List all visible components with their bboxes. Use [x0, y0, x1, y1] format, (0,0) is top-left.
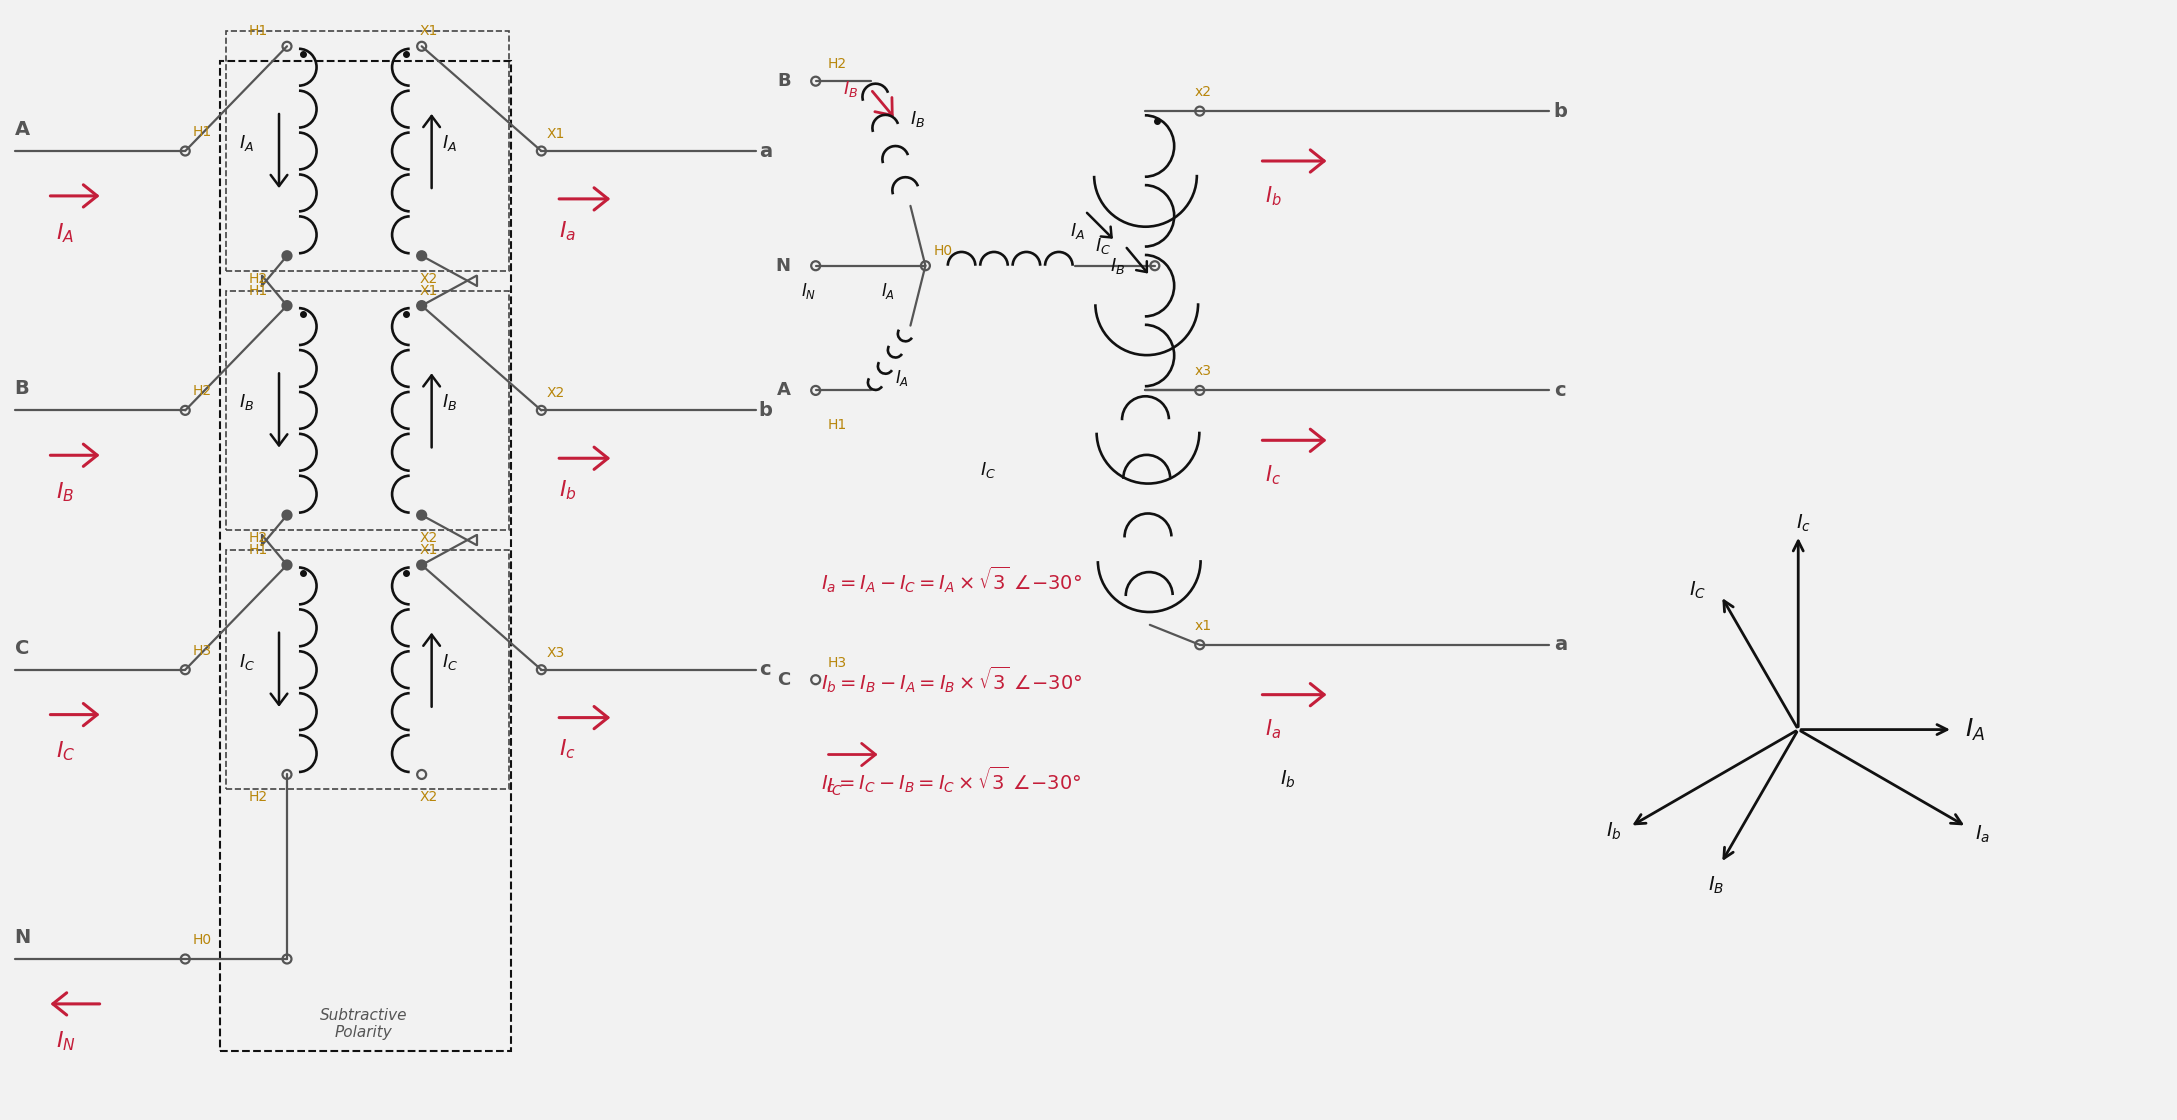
- Text: $I_A$: $I_A$: [895, 368, 910, 389]
- Text: X2: X2: [420, 791, 438, 804]
- Text: $I_c$: $I_c$: [559, 738, 577, 762]
- Text: X1: X1: [546, 127, 564, 141]
- Text: Subtractive
Polarity: Subtractive Polarity: [320, 1008, 407, 1040]
- Text: H0: H0: [934, 244, 954, 258]
- Text: B: B: [777, 72, 790, 91]
- Text: $I_B$: $I_B$: [1707, 875, 1724, 896]
- Text: H2: H2: [827, 57, 847, 72]
- Text: $I_C$: $I_C$: [825, 777, 842, 799]
- Text: b: b: [1554, 102, 1567, 121]
- Text: $I_B$: $I_B$: [442, 392, 457, 412]
- Text: H1: H1: [192, 125, 211, 139]
- Text: C: C: [777, 671, 790, 689]
- Text: H2: H2: [248, 791, 268, 804]
- Text: $I_a = I_A - I_C = I_A \times \sqrt{3}\ \angle{-30°}$: $I_a = I_A - I_C = I_A \times \sqrt{3}\ …: [821, 564, 1082, 595]
- Text: $I_a$: $I_a$: [1975, 824, 1990, 846]
- Text: $I_b$: $I_b$: [1607, 821, 1622, 842]
- Circle shape: [283, 511, 292, 519]
- Text: $I_B$: $I_B$: [842, 80, 858, 100]
- Circle shape: [283, 252, 292, 260]
- Text: $I_c = I_C - I_B = I_C \times \sqrt{3}\ \angle{-30°}$: $I_c = I_C - I_B = I_C \times \sqrt{3}\ …: [821, 764, 1082, 795]
- Text: $I_C$: $I_C$: [980, 460, 997, 480]
- Text: c: c: [760, 660, 771, 679]
- Text: X1: X1: [420, 25, 438, 38]
- Text: X2: X2: [420, 531, 438, 545]
- Text: N: N: [15, 928, 30, 948]
- Text: X1: X1: [420, 283, 438, 298]
- Text: a: a: [760, 141, 773, 160]
- Text: $I_B$: $I_B$: [239, 392, 255, 412]
- Text: $I_C$: $I_C$: [1689, 580, 1707, 601]
- Text: x1: x1: [1195, 619, 1213, 633]
- Text: $I_B$: $I_B$: [1110, 255, 1126, 276]
- Text: H1: H1: [248, 543, 268, 557]
- Text: $I_C$: $I_C$: [57, 739, 74, 764]
- Text: X1: X1: [420, 543, 438, 557]
- Circle shape: [283, 561, 292, 569]
- Text: $I_A$: $I_A$: [239, 133, 255, 153]
- Text: A: A: [777, 382, 790, 400]
- Text: c: c: [1554, 381, 1565, 400]
- Text: A: A: [15, 120, 30, 139]
- Text: $I_B$: $I_B$: [57, 480, 74, 504]
- Circle shape: [418, 561, 427, 569]
- Text: $I_c$: $I_c$: [1796, 513, 1811, 534]
- Text: H3: H3: [192, 644, 211, 657]
- Circle shape: [418, 252, 427, 260]
- Text: $I_A$: $I_A$: [1966, 717, 1985, 743]
- Text: $I_A$: $I_A$: [1071, 221, 1084, 241]
- Text: H1: H1: [248, 283, 268, 298]
- Text: b: b: [760, 401, 773, 420]
- Text: x2: x2: [1195, 85, 1213, 100]
- Text: C: C: [15, 638, 28, 657]
- Text: X3: X3: [546, 646, 564, 660]
- Text: X2: X2: [420, 272, 438, 286]
- Text: $I_a$: $I_a$: [1265, 718, 1280, 741]
- Text: H0: H0: [192, 933, 211, 948]
- Text: $I_B$: $I_B$: [910, 109, 925, 129]
- Circle shape: [418, 301, 427, 309]
- Text: $I_A$: $I_A$: [880, 281, 895, 300]
- Text: X2: X2: [546, 386, 564, 400]
- Text: H3: H3: [827, 655, 847, 670]
- Text: $I_b = I_B - I_A = I_B \times \sqrt{3}\ \angle{-30°}$: $I_b = I_B - I_A = I_B \times \sqrt{3}\ …: [821, 664, 1082, 694]
- Text: N: N: [775, 256, 790, 274]
- Text: B: B: [15, 380, 30, 399]
- Text: $I_C$: $I_C$: [239, 652, 255, 672]
- Text: H1: H1: [248, 25, 268, 38]
- Text: $I_N$: $I_N$: [801, 281, 816, 300]
- Text: $I_b$: $I_b$: [559, 478, 577, 502]
- Text: H2: H2: [192, 384, 211, 399]
- Circle shape: [418, 511, 427, 519]
- Text: $I_A$: $I_A$: [442, 133, 457, 153]
- Text: $I_C$: $I_C$: [1095, 236, 1110, 255]
- Text: H2: H2: [248, 272, 268, 286]
- Text: $I_b$: $I_b$: [1280, 768, 1295, 790]
- Text: x3: x3: [1195, 364, 1213, 379]
- Text: H1: H1: [827, 419, 847, 432]
- Text: a: a: [1554, 635, 1567, 654]
- Text: $I_C$: $I_C$: [442, 652, 457, 672]
- Text: H2: H2: [248, 531, 268, 545]
- Text: $I_a$: $I_a$: [559, 220, 577, 243]
- Text: $I_N$: $I_N$: [57, 1029, 76, 1053]
- Text: $I_b$: $I_b$: [1265, 184, 1282, 207]
- Text: $I_c$: $I_c$: [1265, 464, 1280, 487]
- Text: $I_A$: $I_A$: [57, 221, 74, 244]
- Circle shape: [283, 301, 292, 309]
